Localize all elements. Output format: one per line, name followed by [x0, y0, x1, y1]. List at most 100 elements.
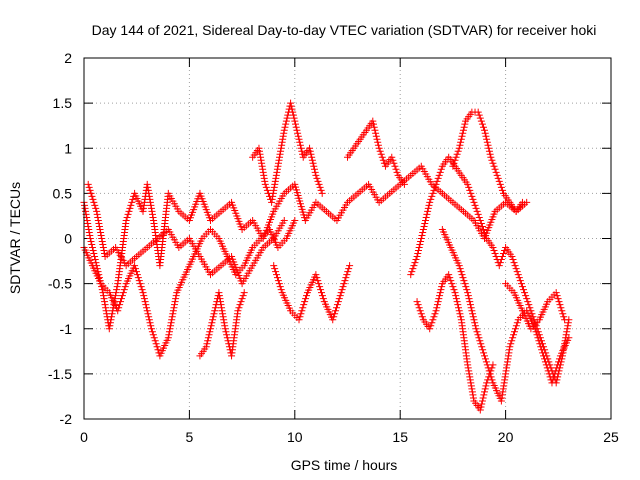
data-point — [479, 346, 487, 354]
data-point — [217, 301, 225, 309]
data-point — [473, 207, 481, 215]
data-point — [268, 198, 276, 206]
data-point — [507, 340, 515, 348]
data-point — [408, 268, 416, 276]
data-point — [470, 198, 478, 206]
data-point — [125, 207, 133, 215]
data-point — [331, 310, 339, 318]
data-point — [452, 153, 460, 161]
data-point — [535, 337, 543, 345]
data-point — [167, 319, 175, 327]
data-point — [392, 165, 400, 173]
data-point — [492, 253, 500, 261]
data-point — [474, 108, 482, 116]
data-point — [410, 262, 418, 270]
data-point — [393, 168, 401, 176]
data-point — [273, 271, 281, 279]
data-point — [514, 271, 522, 279]
data-point — [288, 105, 296, 113]
data-point — [329, 316, 337, 324]
data-point — [295, 316, 303, 324]
data-point — [94, 216, 102, 224]
data-point — [283, 114, 291, 122]
data-point — [409, 265, 417, 273]
data-point — [336, 292, 344, 300]
data-point — [428, 192, 436, 200]
data-point — [451, 289, 459, 297]
data-point — [390, 159, 398, 167]
data-point — [122, 216, 130, 224]
data-point — [469, 195, 477, 203]
data-point — [447, 277, 455, 285]
data-point — [490, 162, 498, 170]
data-point — [482, 358, 490, 366]
data-point — [135, 277, 143, 285]
data-point — [86, 186, 94, 194]
data-point — [149, 213, 157, 221]
data-point — [426, 198, 434, 206]
data-point — [295, 135, 303, 143]
data-point — [140, 292, 148, 300]
data-point — [88, 192, 96, 200]
data-point — [94, 213, 102, 221]
data-point — [287, 102, 295, 110]
data-point — [84, 219, 92, 227]
data-point — [268, 195, 276, 203]
data-point — [263, 186, 271, 194]
data-point — [171, 301, 179, 309]
data-point — [332, 304, 340, 312]
data-point — [274, 277, 282, 285]
data-point — [106, 319, 114, 327]
data-point — [310, 162, 318, 170]
data-point — [169, 307, 177, 315]
data-point — [450, 159, 458, 167]
data-point — [497, 183, 505, 191]
data-point — [458, 271, 466, 279]
data-point — [211, 304, 219, 312]
data-point — [89, 247, 97, 255]
data-point — [424, 207, 432, 215]
data-point — [105, 325, 113, 333]
data-point — [207, 322, 215, 330]
plot-frame — [83, 57, 612, 420]
data-point — [464, 364, 472, 372]
data-point — [452, 295, 460, 303]
data-point — [204, 334, 212, 342]
data-point — [453, 298, 461, 306]
data-point — [82, 207, 90, 215]
data-point — [544, 367, 552, 375]
data-point — [108, 313, 116, 321]
data-point — [492, 168, 500, 176]
data-point — [333, 301, 341, 309]
data-point — [308, 156, 316, 164]
data-point — [475, 111, 483, 119]
data-point — [552, 367, 560, 375]
data-point — [273, 165, 281, 173]
data-point — [483, 135, 491, 143]
data-point — [165, 331, 173, 339]
data-point — [81, 201, 89, 209]
data-point — [414, 250, 422, 258]
data-point — [477, 403, 485, 411]
data-point — [240, 289, 248, 297]
data-point — [301, 298, 309, 306]
data-point — [467, 379, 475, 387]
data-point — [99, 244, 107, 252]
data-point — [463, 286, 471, 294]
data-point — [491, 165, 499, 173]
data-point — [434, 174, 442, 182]
data-point — [481, 385, 489, 393]
data-point — [484, 141, 492, 149]
y-tick-label: -1.5 — [48, 366, 72, 382]
data-point — [482, 382, 490, 390]
data-point — [258, 162, 266, 170]
data-point — [555, 358, 563, 366]
data-point — [123, 213, 131, 221]
data-point — [510, 259, 518, 267]
data-point — [488, 376, 496, 384]
data-point — [465, 183, 473, 191]
data-point — [143, 307, 151, 315]
data-point — [315, 280, 323, 288]
data-point — [426, 325, 434, 333]
